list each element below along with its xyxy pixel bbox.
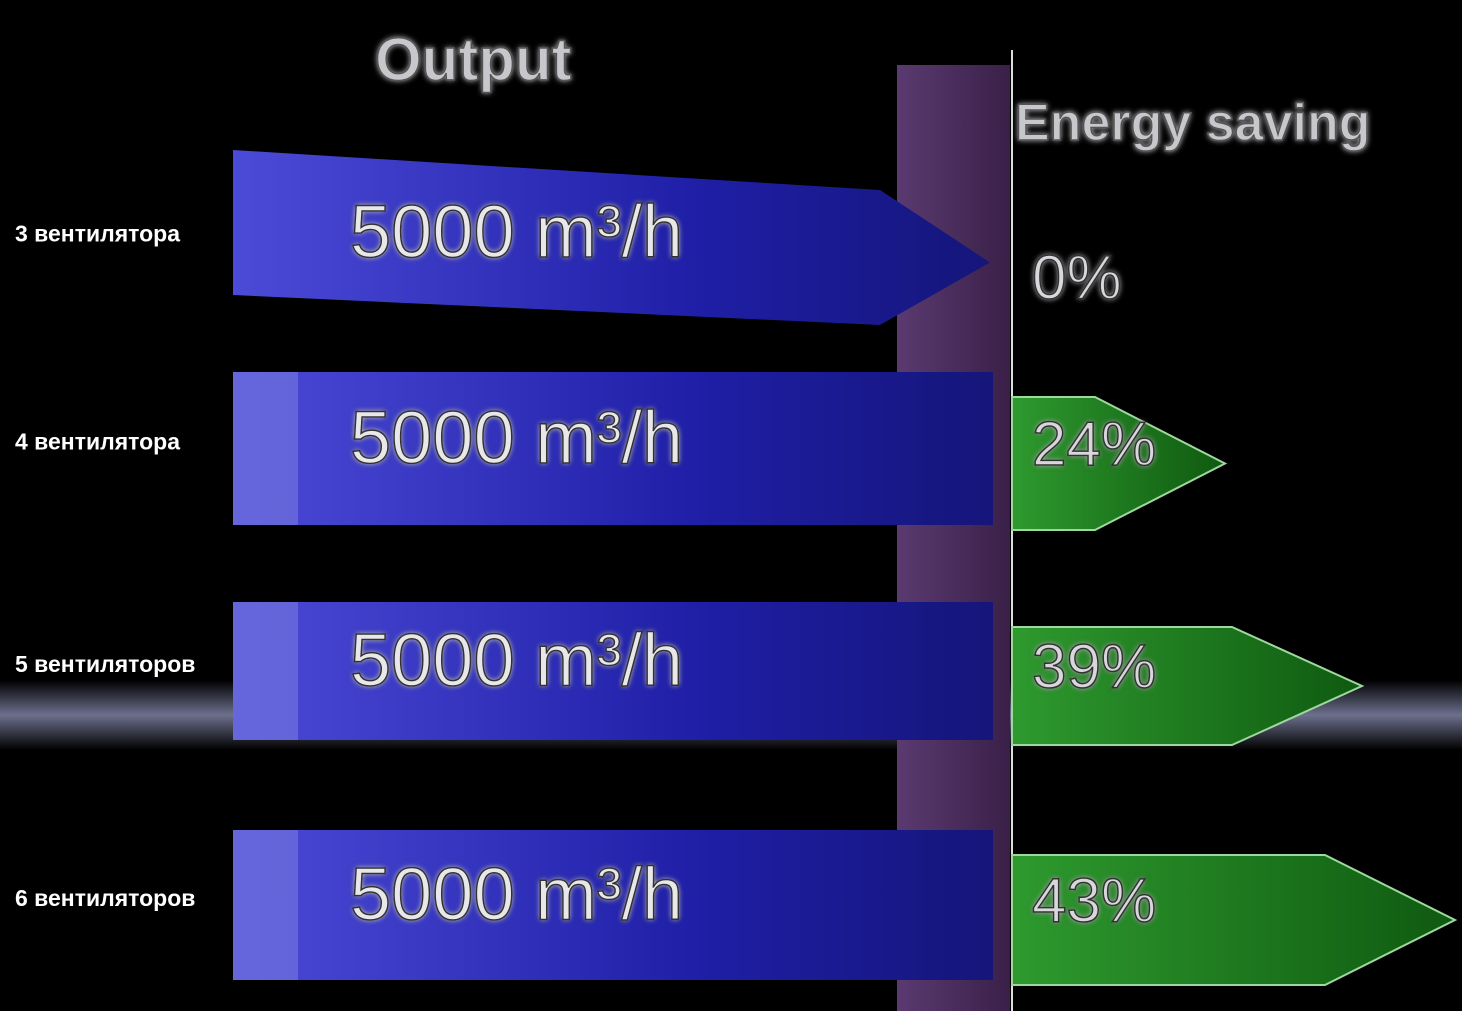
output-bar: [233, 372, 993, 525]
row-label: 4 вентилятора: [15, 429, 180, 455]
output-value: 5000 m³/h: [350, 619, 683, 702]
row-label: 3 вентилятора: [15, 221, 180, 247]
saving-value: 43%: [1032, 866, 1156, 935]
output-arrow: [233, 150, 990, 325]
saving-arrow: [1011, 396, 1228, 531]
bar-face: [233, 602, 298, 740]
saving-value: 0%: [1032, 243, 1122, 312]
output-bar: [233, 602, 993, 740]
output-value: 5000 m³/h: [350, 853, 683, 936]
output-value: 5000 m³/h: [350, 190, 683, 273]
output-bar: [233, 830, 993, 980]
saving-value: 39%: [1032, 632, 1156, 701]
saving-arrow: [1011, 854, 1458, 986]
saving-value: 24%: [1032, 410, 1156, 479]
bar-face: [233, 830, 298, 980]
row-label: 6 вентиляторов: [15, 885, 195, 911]
saving-arrow: [1011, 626, 1365, 746]
row-label: 5 вентиляторов: [15, 651, 195, 677]
output-title: Output: [375, 26, 572, 93]
bar-face: [233, 372, 298, 525]
saving-title: Energy saving: [1015, 94, 1370, 152]
rows: 3 вентилятора 5000 m³/h 0% 4 вентилятора 500…: [15, 150, 1458, 986]
output-value: 5000 m³/h: [350, 396, 683, 479]
